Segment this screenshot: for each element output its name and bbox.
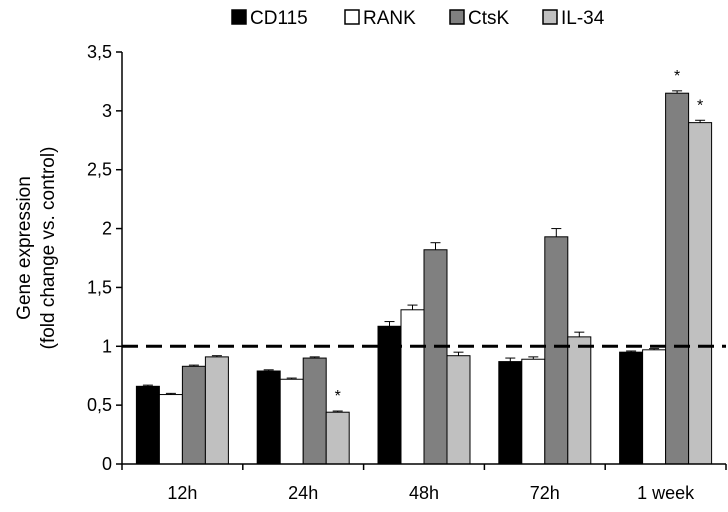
y-tick-label: 2,5 [87, 160, 112, 180]
x-tick-label: 48h [409, 483, 439, 503]
legend-swatch-cd115 [231, 9, 247, 25]
bar-rank-48h [400, 309, 425, 465]
x-tick-label: 1 week [637, 483, 695, 503]
y-axis-label-line2: (fold change vs. control) [38, 147, 59, 350]
legend-label-rank: RANK [363, 8, 416, 29]
y-tick-label: 1,5 [87, 277, 112, 297]
y-tick-label: 2 [102, 219, 112, 239]
legend-label-cd115: CD115 [250, 8, 308, 29]
x-tick-label: 24h [288, 483, 318, 503]
bar-rank-24h [279, 378, 304, 465]
legend: CD115 RANK CtsK IL-34 [231, 8, 605, 29]
bar-il-34-12h [204, 356, 229, 465]
bar-ctsk-12h [181, 365, 206, 465]
legend-swatch-rank [344, 9, 360, 25]
bar-il-34-72h [567, 336, 592, 465]
significance-marker: * [674, 68, 680, 85]
bar-il-34-1-week [688, 122, 713, 465]
y-tick-label: 3 [102, 101, 112, 121]
bar-il-34-48h [446, 355, 471, 465]
bar-ctsk-48h [423, 249, 448, 465]
bar-cd115-24h [256, 370, 281, 465]
bars: * * * [135, 68, 713, 465]
legend-swatch-il-34 [542, 9, 558, 25]
bar-ctsk-1-week [665, 92, 690, 465]
bar-ctsk-72h [544, 236, 569, 465]
legend-label-ctsk: CtsK [468, 8, 510, 29]
y-tick-label: 1 [102, 336, 112, 356]
bar-il-34-24h [325, 411, 350, 465]
bar-cd115-72h [498, 361, 523, 465]
bar-rank-72h [521, 358, 546, 465]
axes: 0 0,5 1 1,5 2 2,5 3 3,5 12h 24h 48h 72h 1 week [87, 42, 727, 503]
x-tick-label: 12h [167, 483, 197, 503]
significance-marker: * [335, 388, 341, 405]
legend-swatch-ctsk [449, 9, 465, 25]
y-tick-label: 0 [102, 454, 112, 474]
x-tick-label: 72h [530, 483, 560, 503]
y-tick-label: 3,5 [87, 42, 112, 62]
y-axis-label: Gene expression (fold change vs. control… [14, 147, 59, 350]
bar-cd115-12h [135, 385, 160, 465]
significance-marker: * [697, 97, 703, 114]
y-tick-label: 0,5 [87, 395, 112, 415]
bar-rank-1-week [642, 349, 667, 465]
y-axis-label-line1: Gene expression [14, 176, 35, 320]
legend-label-il-34: IL-34 [561, 8, 605, 29]
bar-rank-12h [158, 394, 183, 465]
bar-ctsk-24h [302, 357, 327, 465]
bar-cd115-1-week [619, 351, 644, 465]
